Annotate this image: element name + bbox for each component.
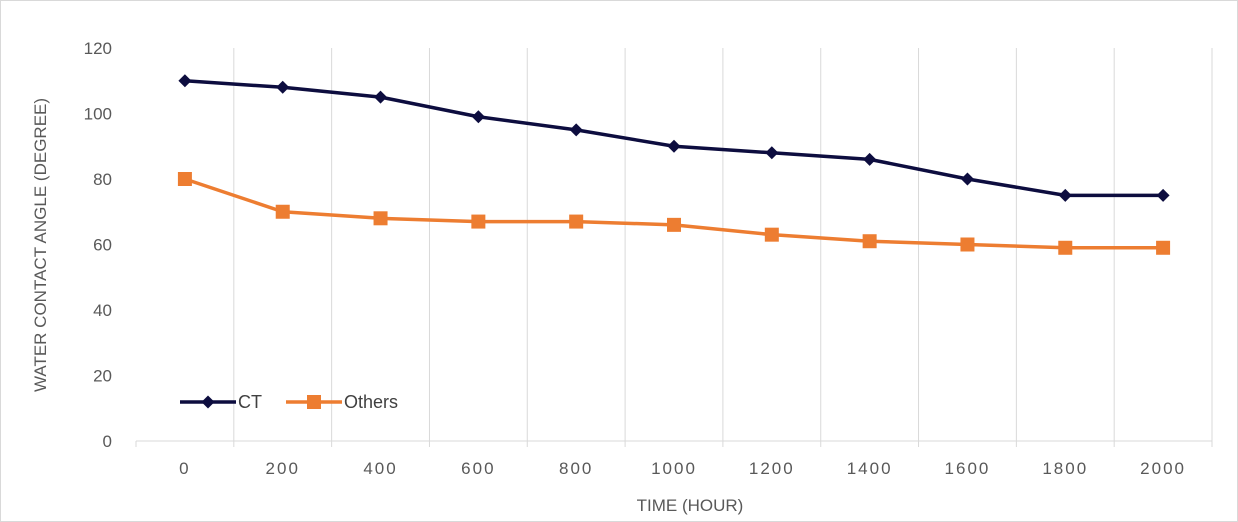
y-tick-label: 20 — [93, 367, 112, 386]
y-axis-title: WATER CONTACT ANGLE (DEGREE) — [31, 98, 50, 392]
y-tick-label: 60 — [93, 236, 112, 255]
data-point-ct — [569, 123, 583, 137]
data-point-others — [1058, 240, 1073, 255]
series-ct — [178, 74, 1170, 202]
x-tick-label: 1200 — [749, 459, 795, 478]
data-point-ct — [374, 90, 388, 104]
data-point-ct — [863, 152, 877, 166]
series-others — [177, 172, 1171, 255]
x-axis-ticks: 0 200 400 600 800 1000 1200 1400 1600 1800 2000 — [179, 459, 1186, 478]
data-point-others — [960, 237, 975, 252]
legend-marker-others — [307, 395, 321, 409]
legend-item-others: Others — [286, 392, 398, 412]
data-point-ct — [471, 110, 485, 124]
data-point-others — [373, 211, 388, 226]
data-point-others — [862, 234, 877, 249]
x-tick-label: 1800 — [1042, 459, 1088, 478]
y-tick-label: 100 — [84, 105, 112, 124]
data-point-others — [275, 204, 290, 219]
data-point-others — [1156, 240, 1171, 255]
y-tick-label: 120 — [84, 39, 112, 58]
data-point-ct — [765, 146, 779, 160]
data-point-others — [764, 227, 779, 242]
x-tick-label: 200 — [266, 459, 300, 478]
x-tick-label: 600 — [461, 459, 495, 478]
data-point-others — [667, 217, 681, 232]
legend-label-others: Others — [344, 392, 398, 412]
data-point-ct — [276, 80, 290, 94]
y-tick-label: 40 — [93, 301, 112, 320]
data-point-ct — [1156, 188, 1170, 202]
series-group — [177, 74, 1171, 255]
x-tick-label: 1000 — [651, 459, 697, 478]
y-tick-label: 80 — [93, 170, 112, 189]
x-tick-label: 1400 — [847, 459, 893, 478]
x-tick-label: 0 — [179, 459, 190, 478]
data-point-others — [471, 214, 486, 229]
x-tick-label: 800 — [559, 459, 593, 478]
legend-marker-ct — [201, 395, 215, 409]
x-tick-label: 400 — [363, 459, 397, 478]
y-tick-label: 0 — [103, 432, 112, 451]
legend: CT Others — [180, 392, 398, 412]
data-point-others — [177, 172, 192, 186]
x-tick-label: 1600 — [945, 459, 991, 478]
data-point-ct — [667, 139, 681, 153]
legend-item-ct: CT — [180, 392, 262, 412]
data-point-ct — [1058, 188, 1072, 202]
axes — [135, 440, 1213, 447]
legend-label-ct: CT — [238, 392, 262, 412]
x-tick-label: 2000 — [1140, 459, 1186, 478]
x-axis-title: TIME (HOUR) — [637, 496, 744, 515]
data-point-others — [569, 214, 584, 229]
y-axis-ticks: 0 20 40 60 80 100 120 — [84, 39, 112, 451]
data-point-ct — [960, 172, 974, 186]
data-point-ct — [178, 74, 192, 88]
